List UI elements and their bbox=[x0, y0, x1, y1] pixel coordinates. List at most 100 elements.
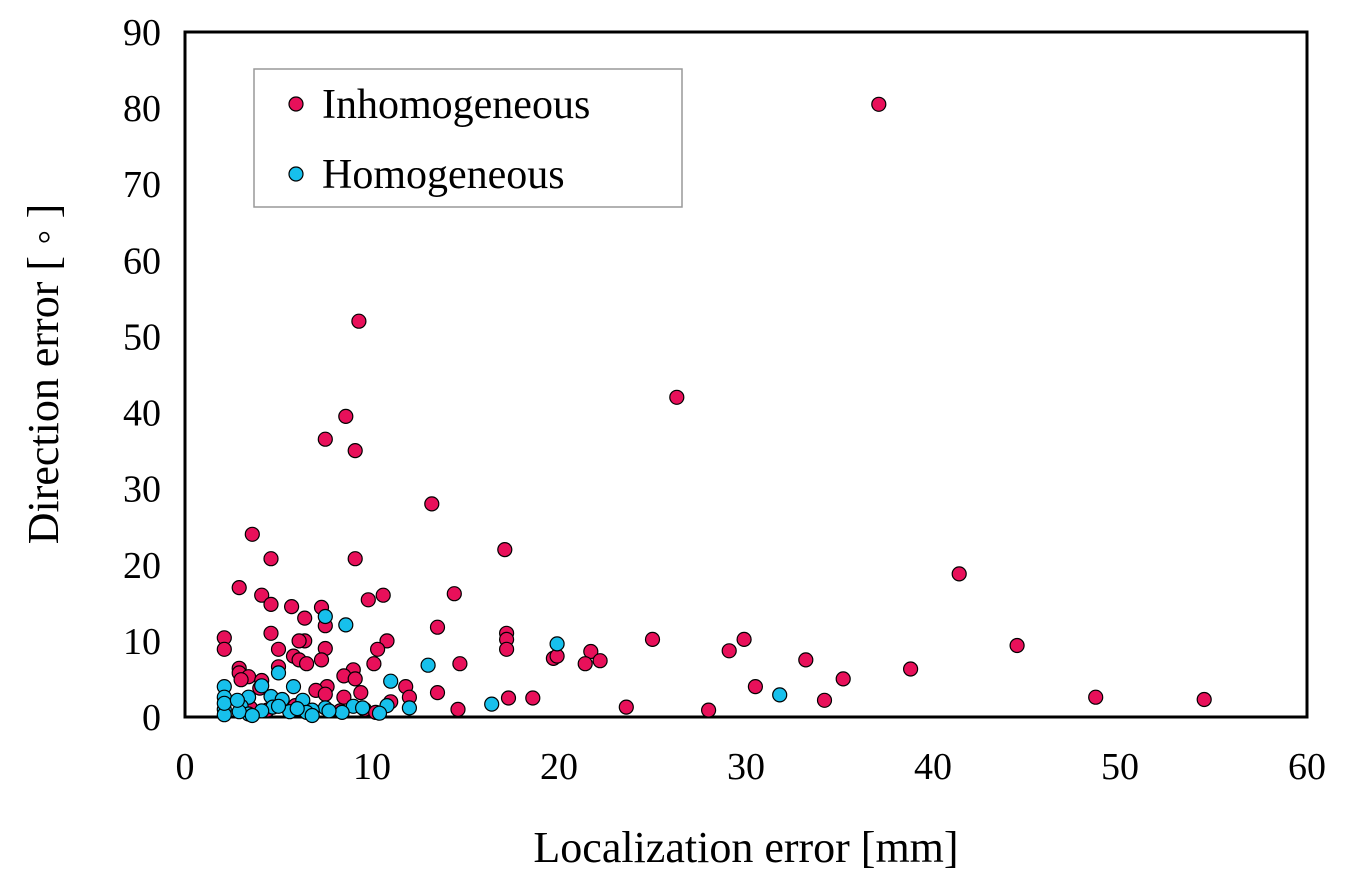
point-inhomogeneous bbox=[446, 586, 462, 602]
x-tick-label: 30 bbox=[727, 746, 765, 788]
point-inhomogeneous bbox=[254, 587, 270, 603]
x-tick-label: 50 bbox=[1101, 746, 1139, 788]
point-inhomogeneous bbox=[347, 443, 363, 459]
point-inhomogeneous bbox=[370, 641, 386, 657]
point-inhomogeneous bbox=[747, 678, 764, 695]
point-inhomogeneous bbox=[618, 699, 634, 715]
point-inhomogeneous bbox=[263, 625, 279, 641]
point-inhomogeneous bbox=[360, 592, 376, 608]
y-tick-label: 30 bbox=[123, 469, 161, 511]
point-inhomogeneous bbox=[313, 652, 330, 668]
point-homogeneous bbox=[216, 695, 232, 711]
point-inhomogeneous bbox=[263, 596, 279, 613]
point-inhomogeneous bbox=[338, 408, 354, 424]
point-inhomogeneous bbox=[347, 551, 363, 567]
point-inhomogeneous bbox=[644, 631, 661, 648]
point-homogeneous bbox=[285, 678, 302, 695]
y-tick-label: 0 bbox=[142, 697, 161, 739]
y-tick-label: 60 bbox=[123, 240, 161, 282]
point-inhomogeneous bbox=[583, 643, 599, 660]
point-homogeneous bbox=[401, 700, 417, 716]
point-inhomogeneous bbox=[951, 566, 967, 582]
x-tick-label: 0 bbox=[176, 746, 195, 788]
point-inhomogeneous bbox=[291, 633, 307, 649]
point-inhomogeneous bbox=[798, 652, 814, 668]
legend-label-homogeneous: Homogeneous bbox=[322, 152, 565, 198]
point-inhomogeneous bbox=[450, 701, 466, 718]
point-inhomogeneous bbox=[902, 661, 919, 677]
point-inhomogeneous bbox=[1009, 637, 1025, 654]
point-inhomogeneous bbox=[216, 641, 232, 657]
y-tick-label: 70 bbox=[123, 164, 161, 206]
point-inhomogeneous bbox=[299, 656, 315, 672]
point-inhomogeneous bbox=[424, 496, 440, 512]
point-homogeneous bbox=[317, 608, 333, 625]
y-tick-label: 90 bbox=[123, 12, 161, 54]
point-inhomogeneous bbox=[429, 619, 446, 635]
x-tick-label: 20 bbox=[540, 746, 578, 788]
y-tick-label: 50 bbox=[123, 316, 161, 358]
x-axis-label: Localization error [mm] bbox=[533, 823, 958, 872]
point-homogeneous bbox=[244, 707, 260, 724]
point-inhomogeneous bbox=[336, 689, 352, 705]
point-homogeneous bbox=[772, 687, 788, 703]
x-tick-label: 60 bbox=[1288, 746, 1326, 788]
point-inhomogeneous bbox=[233, 672, 249, 688]
point-homogeneous bbox=[229, 692, 245, 708]
point-inhomogeneous bbox=[379, 633, 395, 649]
point-homogeneous bbox=[338, 617, 354, 633]
y-tick-label: 80 bbox=[123, 88, 161, 130]
legend-marker-homogeneous bbox=[288, 166, 304, 182]
point-inhomogeneous bbox=[700, 702, 717, 718]
point-homogeneous bbox=[484, 696, 500, 712]
point-inhomogeneous bbox=[317, 686, 333, 702]
point-inhomogeneous bbox=[452, 656, 468, 672]
data-points bbox=[216, 96, 1212, 724]
point-inhomogeneous bbox=[297, 610, 313, 626]
point-inhomogeneous bbox=[721, 643, 737, 659]
point-inhomogeneous bbox=[525, 690, 541, 706]
point-inhomogeneous bbox=[270, 641, 287, 657]
legend-box bbox=[253, 68, 683, 208]
point-inhomogeneous bbox=[592, 653, 608, 669]
legend-marker-inhomogeneous bbox=[288, 96, 304, 112]
legend-label-inhomogeneous: Inhomogeneous bbox=[322, 82, 590, 128]
point-inhomogeneous bbox=[317, 431, 333, 447]
point-inhomogeneous bbox=[500, 690, 517, 706]
point-inhomogeneous bbox=[871, 96, 887, 112]
point-inhomogeneous bbox=[347, 671, 363, 687]
point-homogeneous bbox=[549, 636, 565, 652]
point-inhomogeneous bbox=[351, 313, 367, 329]
point-homogeneous bbox=[383, 673, 399, 689]
legend: Inhomogeneous Homogeneous bbox=[253, 68, 683, 208]
point-inhomogeneous bbox=[429, 684, 446, 701]
y-axis-ticks: 0 10 20 30 40 50 60 70 80 90 bbox=[123, 12, 161, 739]
y-tick-label: 10 bbox=[123, 621, 161, 663]
point-inhomogeneous bbox=[577, 656, 593, 672]
point-inhomogeneous bbox=[497, 541, 513, 558]
y-tick-label: 40 bbox=[123, 393, 161, 435]
point-homogeneous bbox=[321, 703, 337, 719]
point-homogeneous bbox=[371, 705, 388, 721]
point-inhomogeneous bbox=[375, 587, 391, 603]
point-homogeneous bbox=[270, 665, 287, 681]
point-homogeneous bbox=[254, 678, 270, 694]
point-inhomogeneous bbox=[1088, 689, 1104, 705]
point-inhomogeneous bbox=[353, 684, 369, 701]
point-inhomogeneous bbox=[499, 641, 515, 657]
x-tick-label: 10 bbox=[353, 746, 391, 788]
point-homogeneous bbox=[304, 707, 320, 724]
point-inhomogeneous bbox=[736, 631, 752, 648]
point-homogeneous bbox=[270, 698, 287, 714]
point-inhomogeneous bbox=[835, 671, 851, 687]
point-homogeneous bbox=[289, 700, 305, 717]
point-inhomogeneous bbox=[231, 579, 247, 596]
y-tick-label: 20 bbox=[123, 545, 161, 587]
point-inhomogeneous bbox=[244, 526, 260, 542]
point-inhomogeneous bbox=[1196, 691, 1212, 708]
point-inhomogeneous bbox=[366, 656, 382, 672]
point-homogeneous bbox=[420, 657, 436, 673]
point-homogeneous bbox=[334, 704, 350, 721]
point-inhomogeneous bbox=[816, 692, 833, 708]
